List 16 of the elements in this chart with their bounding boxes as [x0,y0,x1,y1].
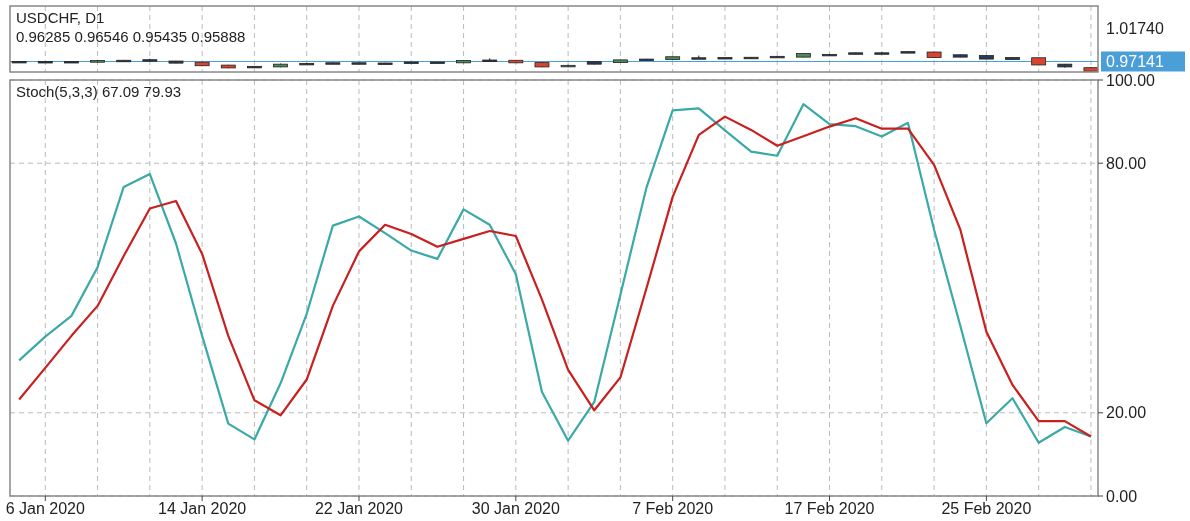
chart-title: USDCHF, D1 [16,9,105,26]
x-tick-label: 25 Feb 2020 [941,500,1032,517]
text: 0.97141 [1106,53,1164,71]
y-tick-label: 20.00 [1106,404,1147,422]
chart-subtitle: 0.96285 0.96546 0.95435 0.95888 [16,28,246,45]
chart-title: Stoch(5,3,3) 67.09 79.93 [16,83,182,100]
y-tick-label: 80.00 [1106,154,1147,172]
y-tick-label: 100.00 [1106,71,1156,89]
x-tick-label: 22 Jan 2020 [314,500,404,517]
x-tick-label: 6 Jan 2020 [5,500,85,517]
y-tick-label: 0.00 [1106,487,1138,505]
text: 1.01740 [1106,19,1164,37]
x-tick-label: 7 Feb 2020 [632,500,714,517]
x-tick-label: 14 Jan 2020 [158,500,247,517]
x-tick-label: 30 Jan 2020 [471,500,560,517]
x-tick-label: 17 Feb 2020 [784,500,875,517]
